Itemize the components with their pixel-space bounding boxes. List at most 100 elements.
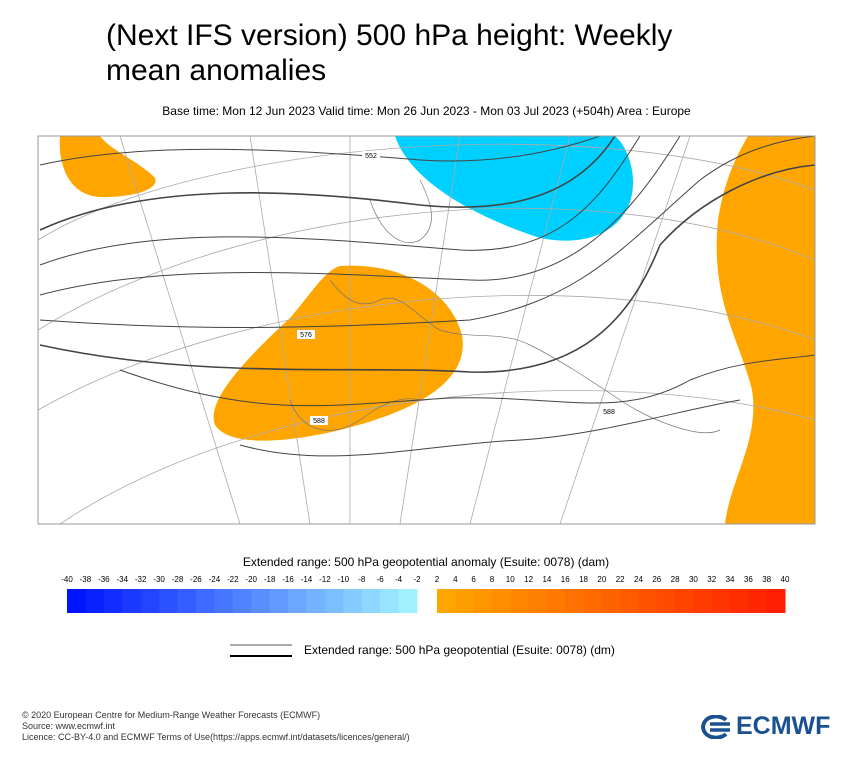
colorbar-segment (269, 589, 289, 613)
positive-anomaly (213, 265, 463, 441)
colorbar-segment (546, 589, 566, 613)
colorbar-segment (455, 589, 475, 613)
colorbar-tick-label: 12 (524, 575, 533, 584)
colorbar-tick-label: 38 (762, 575, 771, 584)
colorbar-tick-label: 18 (579, 575, 588, 584)
colorbar-segment (214, 589, 234, 613)
colorbar-tick-label: -10 (338, 575, 350, 584)
colorbar-tick-label: 24 (634, 575, 643, 584)
colorbar-tick-label: 34 (726, 575, 735, 584)
colorbar: -40 -38 -36 -34 -32 -30 -28 -26 -24 -22 -20 -18 -16-… (61, 575, 790, 613)
contour-label: 552 (365, 153, 377, 160)
colorbar-tick-label: 36 (744, 575, 753, 584)
colorbar-segment (306, 589, 326, 613)
colorbar-segment (565, 589, 585, 613)
colorbar-tick-label: 8 (490, 575, 495, 584)
colorbar-segment (638, 589, 658, 613)
colorbar-tick-label: -14 (301, 575, 313, 584)
colorbar-segment (398, 589, 418, 613)
colorbar-segment (159, 589, 179, 613)
colorbar-tick-label: 40 (781, 575, 790, 584)
colorbar-tick-label: -6 (377, 575, 385, 584)
colorbar-segment (232, 589, 252, 613)
map-frame (37, 135, 816, 525)
colorbar-tick-label: -34 (116, 575, 128, 584)
colorbar-tick-label: 4 (453, 575, 458, 584)
colorbar-tick-label: -2 (413, 575, 421, 584)
colorbar-tick-label: -30 (153, 575, 165, 584)
colorbar-title: Extended range: 500 hPa geopotential ano… (243, 555, 609, 569)
colorbar-segment (85, 589, 105, 613)
colorbar-segment (583, 589, 603, 613)
colorbar-segment (675, 589, 694, 613)
colorbar-tick-label: -32 (135, 575, 147, 584)
contour-label: 588 (313, 418, 325, 425)
colorbar-tick-label: 10 (506, 575, 515, 584)
colorbar-segment (122, 589, 142, 613)
colorbar-tick-label: 32 (707, 575, 716, 584)
colorbar-segment (693, 589, 713, 613)
colorbar-segment (343, 589, 363, 613)
colorbar-segment (601, 589, 621, 613)
colorbar-tick-label: -36 (98, 575, 110, 584)
colorbar-tick-label: -18 (264, 575, 276, 584)
colorbar-tick-label: 16 (561, 575, 570, 584)
positive-anomaly (59, 136, 156, 198)
colorbar-segment (656, 589, 676, 613)
colorbar-tick-label: 20 (597, 575, 606, 584)
colorbar-segment (491, 589, 511, 613)
footer: © 2020 European Centre for Medium-Range … (22, 710, 410, 743)
colorbar-segment (711, 589, 731, 613)
colorbar-tick-label: 28 (671, 575, 680, 584)
colorbar-tick-label: -8 (358, 575, 366, 584)
coastlines (289, 179, 721, 434)
subtitle: Base time: Mon 12 Jun 2023 Valid time: M… (162, 104, 691, 118)
colorbar-segment (67, 589, 86, 613)
colorbar-tick-label: -20 (245, 575, 257, 584)
colorbar-segment (103, 589, 123, 613)
colorbar-tick-label: -16 (282, 575, 294, 584)
colorbar-tick-label: 22 (616, 575, 625, 584)
contours (39, 136, 815, 457)
colorbar-tick-label: -22 (227, 575, 239, 584)
colorbar-segment (730, 589, 749, 613)
colorbar-tick-label: 26 (652, 575, 661, 584)
contour-label-group: 552 576 588 588 (297, 151, 618, 425)
legend-label: Extended range: 500 hPa geopotential (Es… (304, 643, 615, 657)
logo-text: ECMWF (736, 712, 831, 740)
colorbar-tick-label: -24 (209, 575, 221, 584)
colorbar-tick-label: 14 (542, 575, 551, 584)
colorbar-tick-label: 30 (689, 575, 698, 584)
colorbar-segment (140, 589, 160, 613)
contour-label: 576 (300, 332, 312, 339)
colorbar-tick-label: 6 (471, 575, 476, 584)
colorbar-segment (195, 589, 215, 613)
colorbar-segment (288, 589, 307, 613)
colorbar-tick-label: -40 (61, 575, 73, 584)
colorbar-tick-label: -4 (395, 575, 403, 584)
copyright: © 2020 European Centre for Medium-Range … (22, 710, 321, 720)
colorbar-segment (748, 589, 768, 613)
source: Source: www.ecmwf.int (22, 721, 116, 731)
contour-label: 588 (603, 409, 615, 416)
title: (Next IFS version) 500 hPa height: Weekl… (106, 19, 673, 87)
colorbar-segment (510, 589, 530, 613)
map (38, 136, 815, 524)
colorbar-segment (177, 589, 197, 613)
logo-icon (700, 714, 730, 739)
colorbar-segment (528, 589, 548, 613)
colorbar-tick-label: -12 (319, 575, 331, 584)
licence: Licence: CC-BY-4.0 and ECMWF Terms of Us… (22, 732, 410, 742)
colorbar-tick-label: -28 (172, 575, 184, 584)
colorbar-segment (361, 589, 381, 613)
colorbar-segment (766, 589, 786, 613)
colorbar-segment (473, 589, 493, 613)
negative-anomaly (395, 136, 634, 241)
colorbar-tick-label: -26 (190, 575, 202, 584)
colorbar-segment (380, 589, 400, 613)
colorbar-segment (437, 589, 456, 613)
colorbar-tick-label: -38 (80, 575, 92, 584)
colorbar-segment (324, 589, 344, 613)
colorbar-segment (620, 589, 639, 613)
